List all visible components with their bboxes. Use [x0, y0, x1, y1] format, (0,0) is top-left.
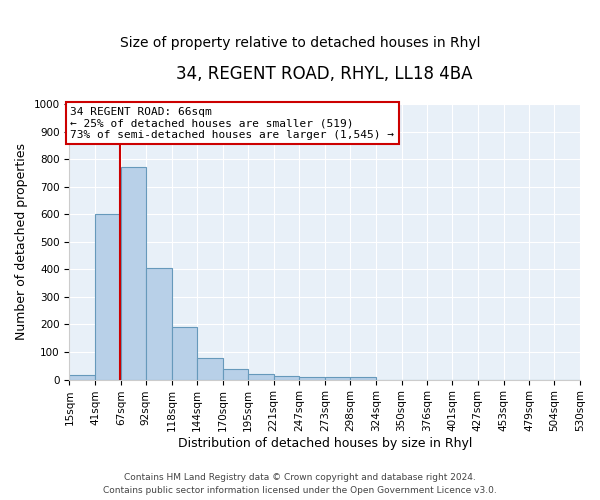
Bar — [70, 376, 95, 380]
X-axis label: Distribution of detached houses by size in Rhyl: Distribution of detached houses by size … — [178, 437, 472, 450]
Bar — [274, 376, 299, 380]
Text: Contains HM Land Registry data © Crown copyright and database right 2024.
Contai: Contains HM Land Registry data © Crown c… — [103, 474, 497, 495]
Bar — [146, 268, 172, 380]
Bar — [223, 368, 248, 380]
Bar — [197, 358, 223, 380]
Bar — [121, 168, 146, 380]
Bar — [350, 378, 376, 380]
Title: 34, REGENT ROAD, RHYL, LL18 4BA: 34, REGENT ROAD, RHYL, LL18 4BA — [176, 65, 473, 83]
Bar — [299, 377, 325, 380]
Bar — [325, 377, 350, 380]
Bar — [248, 374, 274, 380]
Bar — [172, 327, 197, 380]
Bar — [95, 214, 121, 380]
Text: Size of property relative to detached houses in Rhyl: Size of property relative to detached ho… — [120, 36, 480, 50]
Text: 34 REGENT ROAD: 66sqm
← 25% of detached houses are smaller (519)
73% of semi-det: 34 REGENT ROAD: 66sqm ← 25% of detached … — [70, 107, 394, 140]
Y-axis label: Number of detached properties: Number of detached properties — [15, 144, 28, 340]
